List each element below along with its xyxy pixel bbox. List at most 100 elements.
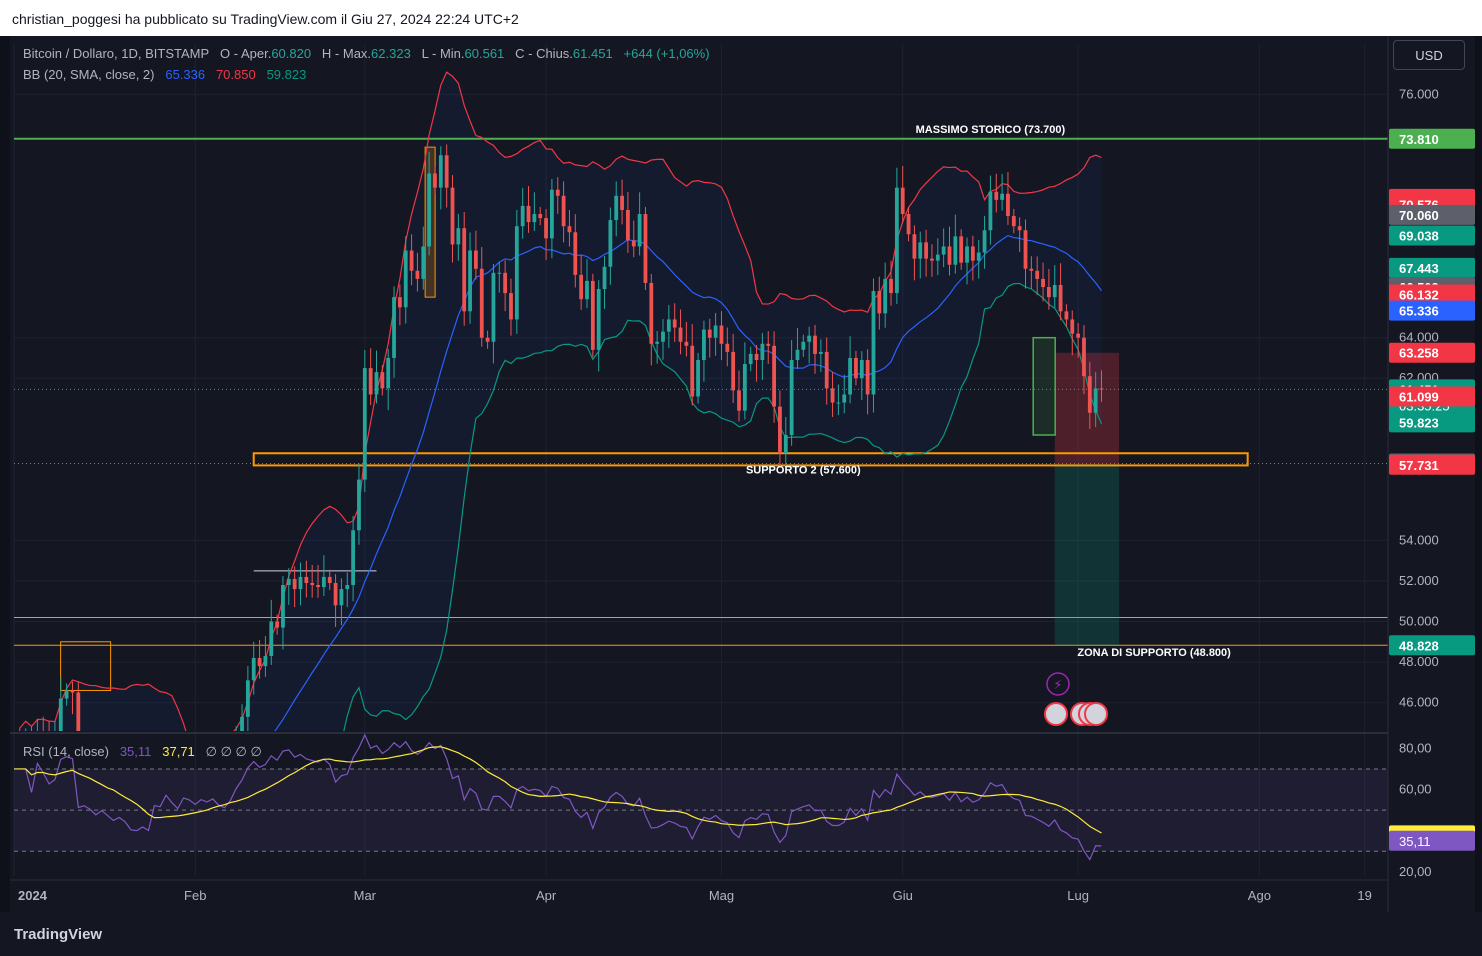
candle (1041, 262, 1045, 302)
candle (333, 574, 338, 627)
candle (830, 372, 835, 417)
candle (573, 214, 578, 288)
chart-frame[interactable]: MASSIMO STORICO (73.700) SUPPORTO 2 (57.6… (10, 36, 1475, 912)
candle-body (649, 282, 654, 344)
position-target-zone (1054, 463, 1120, 646)
candle-body (1041, 278, 1045, 288)
candle-body (497, 272, 502, 274)
rsi-ma-line (14, 746, 1102, 834)
candle (386, 349, 391, 411)
candle (620, 179, 624, 225)
candle-body (707, 329, 712, 338)
candle-body (807, 335, 812, 342)
candle (450, 175, 455, 263)
rsi-tick-label: 20,00 (1399, 864, 1432, 879)
candle-body (737, 390, 741, 411)
candle (959, 229, 964, 270)
candle-body (573, 232, 578, 275)
candle (345, 572, 350, 608)
bb-basis-line (274, 234, 1102, 731)
candle (818, 339, 823, 372)
candle (982, 215, 987, 269)
change-value: +644 (+1,06%) (623, 46, 710, 61)
candle-body (988, 191, 993, 231)
candle-body (965, 246, 969, 263)
candle (760, 333, 765, 380)
candle (1076, 322, 1081, 358)
price-tag: 63.258 (1389, 342, 1475, 363)
candle (509, 278, 513, 336)
candle-body (830, 388, 835, 403)
price-tag-label: 67.443 (1399, 261, 1439, 276)
candle (327, 569, 332, 591)
price-tick-label: 76.000 (1399, 86, 1439, 101)
candle (596, 280, 601, 372)
candle-body (473, 250, 478, 269)
candle-body (672, 319, 677, 328)
candle-body (702, 329, 706, 360)
candle-body (1058, 284, 1063, 312)
currency-button[interactable]: USD (1393, 40, 1465, 70)
plot-area (14, 71, 1388, 731)
candle-body (883, 278, 888, 314)
candle-body (590, 280, 595, 350)
candle (357, 463, 361, 545)
candle (286, 568, 291, 605)
candle-body (772, 345, 776, 407)
candle (462, 211, 467, 326)
candle (655, 331, 660, 364)
price-tick-label: 48.000 (1399, 654, 1439, 669)
candle-body (64, 690, 69, 699)
candle (976, 239, 981, 279)
price-tag-bg (1389, 300, 1475, 321)
price-chart[interactable]: MASSIMO STORICO (73.700) SUPPORTO 2 (57.6… (10, 36, 1475, 912)
candle-body (503, 272, 508, 294)
price-tag-label: 61.099 (1399, 390, 1439, 405)
candle-body (567, 226, 572, 233)
price-tag: 48.828 (1389, 635, 1475, 656)
candle (240, 704, 244, 731)
candle (555, 177, 560, 214)
candle-body (286, 578, 291, 586)
candle-body (456, 228, 461, 245)
candle-body (485, 337, 490, 342)
candle-body (696, 359, 700, 397)
candle-body (970, 246, 975, 261)
ohlc-legend: Bitcoin / Dollaro, 1D, BITSTAMP O - Aper… (23, 46, 710, 61)
rsi-value: 35,11 (119, 744, 152, 759)
candle (1029, 256, 1034, 289)
rsi-pane (14, 733, 1388, 861)
candle-body (859, 359, 864, 379)
candle-body (357, 479, 361, 531)
candle-body (304, 576, 309, 584)
candle (1058, 263, 1063, 321)
candle-body (427, 173, 432, 247)
rsi-tick-label: 60,00 (1399, 782, 1432, 797)
candle-body (316, 585, 320, 588)
candle (608, 207, 613, 285)
candle-body (894, 187, 899, 294)
candle (947, 226, 952, 276)
candle-body (76, 692, 81, 731)
rsi-tag-bg (1389, 830, 1475, 851)
candle-body (1023, 230, 1028, 269)
candle-body (462, 228, 467, 312)
candle (883, 262, 888, 328)
candle (859, 351, 864, 400)
support-2-box (252, 452, 1249, 467)
candle (70, 681, 75, 715)
candle-body (620, 195, 624, 210)
price-tag: 59.823 (1389, 412, 1475, 433)
candle-body (538, 214, 543, 219)
open-value: 60.820 (271, 46, 312, 61)
candle (550, 178, 554, 259)
time-tick-label: Ago (1248, 888, 1271, 903)
candle-body (491, 272, 496, 342)
price-tag-bg (1389, 386, 1475, 407)
candle-body (877, 291, 882, 314)
rsi-label: RSI (14, close) (23, 744, 109, 759)
candle (702, 320, 706, 382)
candle-body (397, 297, 402, 308)
candle-body (783, 435, 788, 454)
candle (368, 348, 373, 406)
